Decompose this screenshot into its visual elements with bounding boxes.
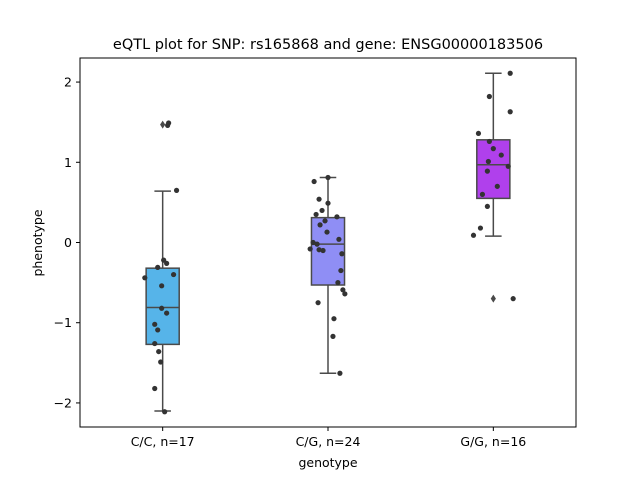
data-point xyxy=(158,359,164,365)
plot-area xyxy=(142,70,516,415)
strip-points-2 xyxy=(307,174,348,376)
data-point xyxy=(316,196,322,202)
data-point xyxy=(164,260,170,266)
x-tick-label: G/G, n=16 xyxy=(460,434,526,449)
data-point xyxy=(170,271,177,278)
data-point xyxy=(484,203,490,210)
data-point xyxy=(477,225,484,231)
data-point xyxy=(479,191,486,197)
data-point xyxy=(322,218,328,224)
data-point xyxy=(486,93,492,100)
data-point xyxy=(152,385,158,392)
data-point xyxy=(510,296,516,302)
box-group-3 xyxy=(476,72,511,303)
data-point xyxy=(475,130,482,137)
strip-points-1 xyxy=(142,120,180,415)
y-axis-label: phenotype xyxy=(30,209,45,276)
data-point xyxy=(152,321,158,327)
data-point xyxy=(155,327,161,333)
data-point xyxy=(164,310,170,316)
y-tick-label: 0 xyxy=(64,235,72,250)
data-point xyxy=(310,239,316,246)
data-point xyxy=(311,178,317,185)
data-point xyxy=(159,283,165,289)
data-point xyxy=(162,409,168,415)
data-point xyxy=(313,211,319,218)
data-point xyxy=(315,300,321,306)
data-point xyxy=(490,146,496,152)
data-point xyxy=(494,183,500,189)
data-point xyxy=(325,174,331,181)
x-tick-label: C/G, n=24 xyxy=(296,434,361,449)
data-point xyxy=(307,246,313,252)
data-point xyxy=(336,236,342,242)
data-point xyxy=(159,305,165,311)
data-point xyxy=(340,287,346,293)
data-point xyxy=(507,109,513,115)
data-point xyxy=(339,251,345,257)
y-tick-label: −1 xyxy=(54,315,72,330)
data-point xyxy=(335,280,341,286)
data-point xyxy=(316,247,322,253)
outlier-marker xyxy=(490,294,496,303)
data-point xyxy=(156,348,162,355)
data-point xyxy=(337,370,343,376)
data-point xyxy=(314,241,320,247)
data-point xyxy=(486,138,492,145)
chart-title: eQTL plot for SNP: rs165868 and gene: EN… xyxy=(113,37,543,53)
data-point xyxy=(173,187,180,193)
y-tick-label: −2 xyxy=(54,395,72,410)
data-point xyxy=(325,200,331,206)
box-group-2 xyxy=(310,176,346,375)
strip-points-3 xyxy=(470,70,516,302)
y-axis: −2 −1 0 1 2 xyxy=(54,75,80,410)
data-point xyxy=(165,122,171,128)
data-point xyxy=(334,214,340,220)
data-point xyxy=(485,158,491,165)
data-point xyxy=(152,340,158,347)
data-point xyxy=(331,316,337,322)
outlier-marker xyxy=(160,120,166,129)
y-tick-label: 2 xyxy=(64,75,72,90)
data-point xyxy=(498,152,504,158)
data-point xyxy=(342,291,348,297)
box-group-1 xyxy=(145,120,180,412)
data-point xyxy=(507,70,513,76)
x-tick-label: C/C, n=17 xyxy=(131,434,195,449)
data-point xyxy=(319,207,325,214)
data-point xyxy=(338,267,344,274)
data-point xyxy=(470,232,477,238)
x-axis: C/C, n=17 C/G, n=24 G/G, n=16 xyxy=(131,427,526,449)
data-point xyxy=(317,222,323,228)
y-tick-label: 1 xyxy=(64,155,72,170)
data-point xyxy=(330,333,336,339)
data-point xyxy=(505,163,511,169)
data-point xyxy=(155,264,161,270)
data-point xyxy=(324,229,330,235)
box xyxy=(310,216,346,286)
x-axis-label: genotype xyxy=(298,455,357,470)
data-point xyxy=(142,275,148,281)
data-point xyxy=(484,168,490,174)
data-point xyxy=(320,247,326,254)
